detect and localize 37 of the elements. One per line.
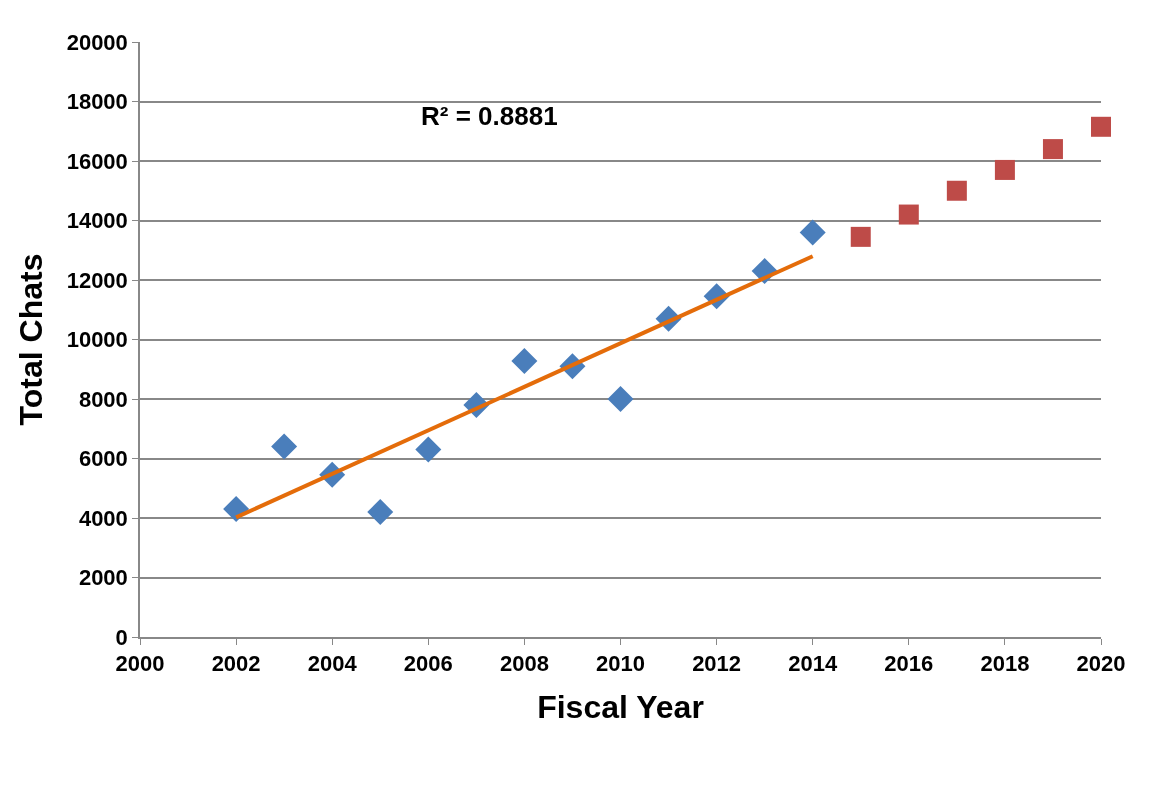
x-tick-label: 2018 [980, 651, 1030, 677]
y-tick-label: 16000 [66, 148, 128, 174]
point [367, 499, 394, 526]
y-tick-label: 2000 [78, 565, 128, 591]
annotation: R² = 0.8881 [421, 101, 558, 131]
point [994, 159, 1015, 180]
point [850, 226, 871, 247]
x-tick-label: 2008 [499, 651, 549, 677]
x-axis-title: Fiscal Year [537, 688, 704, 725]
point [607, 386, 634, 412]
x-tick-label: 2014 [788, 651, 838, 677]
y-tick-label: 14000 [66, 208, 128, 234]
point [799, 219, 826, 246]
x-tick-label: 2000 [115, 651, 165, 677]
point [898, 204, 919, 225]
point [271, 433, 298, 460]
x-tick-label: 2002 [211, 651, 261, 677]
point [415, 436, 442, 463]
x-tick-label: 2020 [1076, 651, 1126, 677]
y-tick-label: 12000 [66, 267, 128, 293]
point [946, 180, 967, 201]
y-axis-title: Total Chats [13, 253, 50, 426]
x-tick-label: 2004 [307, 651, 358, 677]
point [511, 347, 538, 374]
y-tick-label: 20000 [66, 29, 128, 55]
y-tick-label: 10000 [66, 327, 128, 353]
y-tick-label: 6000 [78, 446, 128, 472]
x-tick-label: 2006 [403, 651, 453, 677]
x-tick-label: 2016 [884, 651, 934, 677]
point [1091, 116, 1111, 137]
x-tick-label: 2010 [596, 651, 645, 677]
x-tick-label: 2012 [692, 651, 742, 677]
y-tick-label: 4000 [78, 505, 128, 531]
y-tick-label: 18000 [66, 89, 128, 115]
y-tick-label: 0 [115, 624, 128, 650]
point [1042, 139, 1063, 160]
y-tick-label: 8000 [78, 386, 128, 412]
